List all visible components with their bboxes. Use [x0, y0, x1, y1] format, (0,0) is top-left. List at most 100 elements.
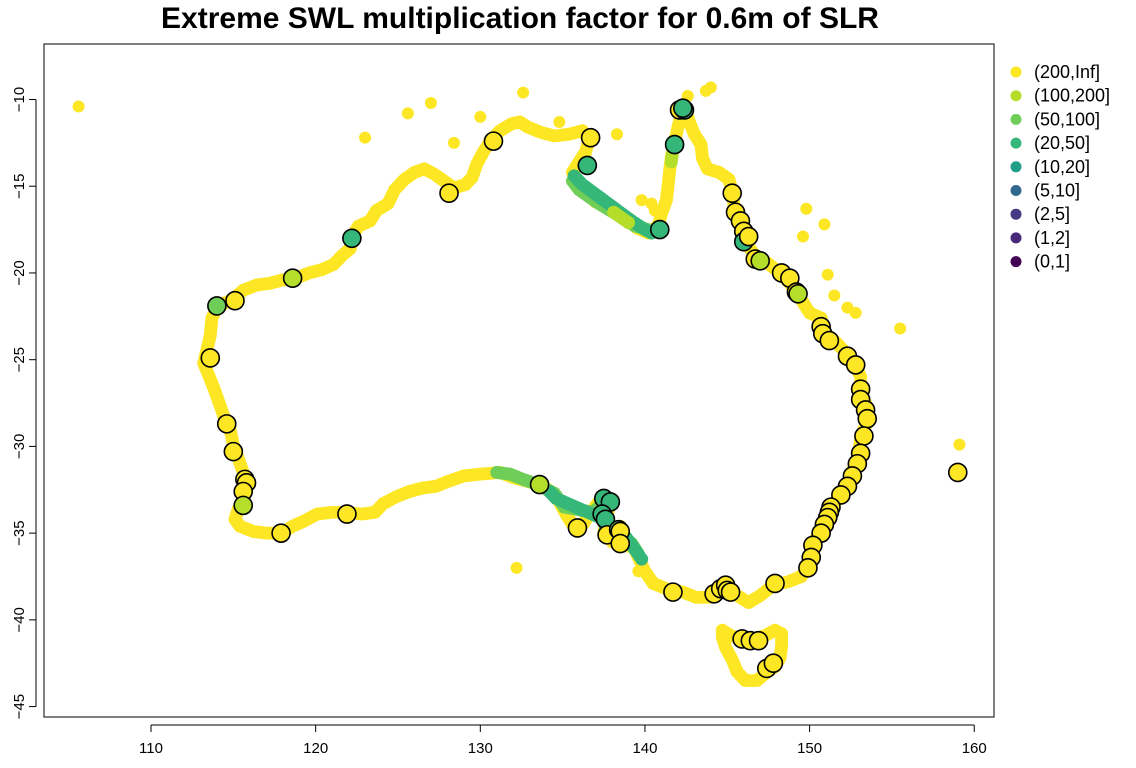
y-tick-label: −35	[11, 520, 28, 545]
circled-point	[271, 523, 291, 543]
circled-point	[722, 183, 743, 203]
legend-label: (5,10]	[1034, 181, 1080, 201]
circled-point	[947, 462, 968, 483]
circled-point	[223, 441, 244, 462]
legend-label: (10,20]	[1034, 157, 1090, 177]
legend-item: (2,5]	[1010, 204, 1070, 224]
legend-swatch	[1010, 113, 1022, 125]
island-point	[447, 136, 460, 149]
x-tick-label: 120	[303, 740, 328, 757]
plot-area-frame	[43, 43, 995, 718]
circled-point	[750, 251, 771, 271]
legend-label: (0,1]	[1034, 252, 1070, 272]
chart-title: Extreme SWL multiplication factor for 0.…	[161, 2, 879, 35]
island-point	[818, 218, 831, 231]
legend-item: (5,10]	[1010, 181, 1080, 201]
island-point	[821, 268, 834, 281]
legend-item: (200,Inf]	[1010, 62, 1100, 82]
legend-item: (1,2]	[1010, 228, 1070, 248]
island-point	[553, 116, 566, 129]
marks-layer	[72, 81, 968, 688]
legend-label: (100,200]	[1034, 86, 1110, 106]
circled-point	[763, 653, 784, 674]
island-point	[828, 289, 841, 302]
circled-point	[663, 582, 683, 602]
legend: (200,Inf] (100,200] (50,100] (20,50] (10,20]…	[1010, 62, 1110, 272]
legend-item: (100,200]	[1010, 86, 1110, 106]
island-point	[517, 86, 530, 99]
island-point	[474, 110, 487, 123]
legend-item: (0,1]	[1010, 252, 1070, 272]
y-tick-label: −10	[11, 87, 28, 112]
legend-swatch	[1010, 161, 1022, 173]
circled-point	[664, 134, 685, 155]
coast-point	[635, 552, 649, 566]
y-tick-label: −30	[11, 434, 28, 459]
x-axis: 110 120 130 140 150 160	[139, 724, 987, 757]
circled-point	[529, 474, 550, 495]
y-tick-label: −25	[11, 347, 28, 372]
circled-point	[577, 155, 598, 176]
legend-label: (1,2]	[1034, 228, 1070, 248]
legend-item: (20,50]	[1010, 133, 1090, 153]
island-point	[632, 565, 645, 578]
circled-point	[580, 127, 601, 148]
circled-point	[282, 268, 303, 288]
island-point	[72, 100, 85, 113]
island-point	[704, 81, 717, 94]
circled-point	[845, 355, 866, 375]
island-point	[800, 202, 813, 215]
island-point	[401, 107, 414, 120]
circled-point	[342, 228, 362, 249]
x-tick-label: 160	[962, 740, 987, 757]
island-point	[894, 322, 907, 335]
island-point	[359, 131, 372, 144]
tasmania-point	[715, 627, 729, 641]
circled-point	[483, 131, 504, 151]
circled-point	[567, 518, 588, 538]
y-axis: −10 −15 −20 −25 −30 −35 −40 −45	[11, 87, 37, 719]
circled-point	[233, 495, 254, 516]
island-point	[424, 96, 437, 109]
circled-point	[788, 283, 808, 304]
x-tick-label: 150	[797, 740, 822, 757]
circled-point	[748, 630, 769, 651]
y-tick-label: −20	[11, 260, 28, 285]
circled-point	[439, 183, 459, 203]
circled-point	[216, 414, 237, 434]
legend-label: (20,50]	[1034, 133, 1090, 153]
legend-label: (200,Inf]	[1034, 62, 1100, 82]
circled-point	[337, 504, 357, 524]
circled-point	[610, 533, 631, 554]
y-tick-label: −40	[11, 607, 28, 632]
circled-point	[200, 348, 221, 368]
x-tick-label: 130	[468, 740, 493, 757]
circled-point	[854, 426, 874, 446]
legend-swatch	[1010, 90, 1022, 102]
circled-point	[857, 408, 878, 429]
coast-point	[621, 216, 635, 230]
circled-point	[225, 290, 245, 311]
island-point	[610, 128, 623, 141]
y-tick-label: −45	[11, 694, 28, 719]
island-point	[797, 230, 810, 243]
circled-point	[649, 219, 670, 240]
legend-label: (2,5]	[1034, 204, 1070, 224]
legend-item: (10,20]	[1010, 157, 1090, 177]
circled-point	[738, 226, 759, 247]
legend-swatch	[1010, 208, 1022, 220]
legend-swatch	[1010, 66, 1022, 78]
x-tick-label: 140	[632, 740, 657, 757]
coast-point	[664, 155, 678, 169]
circled-point	[673, 98, 693, 118]
y-tick-label: −15	[11, 174, 28, 199]
circled-point	[798, 558, 818, 578]
circled-point	[720, 582, 741, 602]
x-tick-label: 110	[139, 740, 163, 757]
circled-point	[207, 296, 227, 316]
circled-point	[819, 330, 840, 351]
circled-point	[765, 573, 785, 594]
legend-swatch	[1010, 232, 1022, 244]
legend-item: (50,100]	[1010, 109, 1100, 129]
